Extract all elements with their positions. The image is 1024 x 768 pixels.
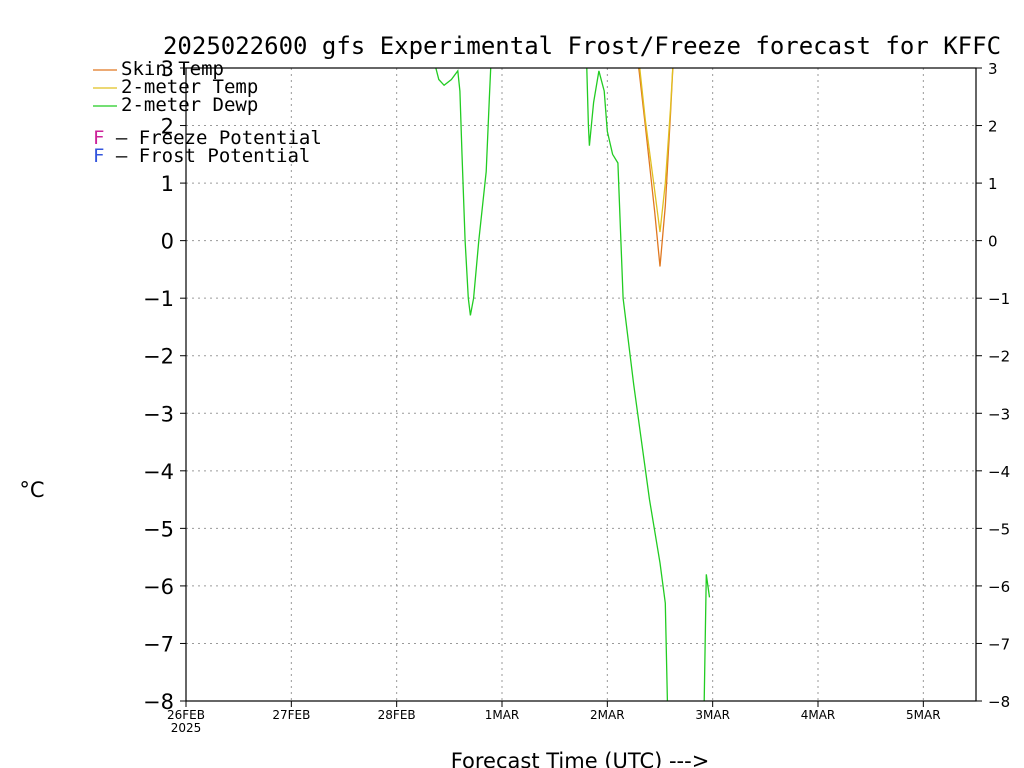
y-tick-label-right: −1 [988,290,1010,308]
y-axis-left: −8 −7 −6 −5 −4 −3 −2 −1 0 1 2 3 [143,57,186,714]
y-tick-label-left: −2 [143,345,174,369]
y-tick-label-right: −5 [988,520,1010,538]
series-skin-temp-line [638,68,674,267]
legend-label: 2-meter Dewp [121,94,258,116]
y-tick-label-left: −6 [143,575,174,599]
annotation-symbol: F [93,127,104,149]
y-tick-label-right: −3 [988,405,1010,423]
x-tick-label: 1MAR [485,708,520,722]
series-2-meter-dewp-line-segment [435,68,492,316]
annotation-symbol: F [93,145,104,167]
series-2-meter-temp-line [639,68,674,233]
y-axis-label: °C [19,478,44,502]
annotation-text: – Freeze Potential [104,127,321,149]
y-tick-label-left: −3 [143,402,174,426]
x-tick-label: 5MAR [906,708,941,722]
y-tick-label-right: −6 [988,578,1010,596]
x-tick-label: 28FEB [378,708,416,722]
legend-annotation: F – Freeze Potential [93,127,322,149]
data-layer [435,68,711,701]
y-tick-label-right: 2 [988,118,998,136]
series-2-meter-dewp-line-segment [586,68,669,701]
plot-frame [185,67,977,702]
x-tick-label: 27FEB [272,708,310,722]
x-tick-sublabel: 2025 [171,721,202,735]
y-axis-right: −8 −7 −6 −5 −4 −3 −2 −1 0 1 2 3 [976,60,1010,711]
y-tick-label-left: 0 [161,230,174,254]
y-tick-label-left: 3 [161,57,174,81]
y-tick-label-left: −1 [143,287,174,311]
y-tick-label-right: 3 [988,60,998,78]
x-tick-label: 26FEB [167,708,205,722]
y-tick-label-left: −5 [143,517,174,541]
chart-title: 2025022600 gfs Experimental Frost/Freeze… [163,32,1001,60]
y-tick-label-left: 1 [161,172,174,196]
y-tick-label-left: −7 [143,632,174,656]
y-tick-label-right: −2 [988,348,1010,366]
y-tick-label-right: −8 [988,693,1010,711]
y-tick-label-right: −4 [988,463,1010,481]
series-2-meter-dewp-line-segment [703,574,711,701]
y-tick-label-left: 2 [161,115,174,139]
x-tick-label: 2MAR [590,708,625,722]
legend-label: 2-meter Temp [121,76,258,98]
legend-label: Skin Temp [121,58,224,80]
x-tick-label: 3MAR [695,708,730,722]
y-tick-label-left: −8 [143,690,174,714]
annotation-text: – Frost Potential [104,145,310,167]
x-axis-label: Forecast Time (UTC) ---> [451,749,710,768]
legend-annotation: F – Frost Potential [93,145,310,167]
y-tick-label-right: 0 [988,233,998,251]
x-tick-label: 4MAR [801,708,836,722]
y-tick-label-left: −4 [143,460,174,484]
y-tick-label-right: −7 [988,635,1010,653]
y-tick-label-right: 1 [988,175,998,193]
